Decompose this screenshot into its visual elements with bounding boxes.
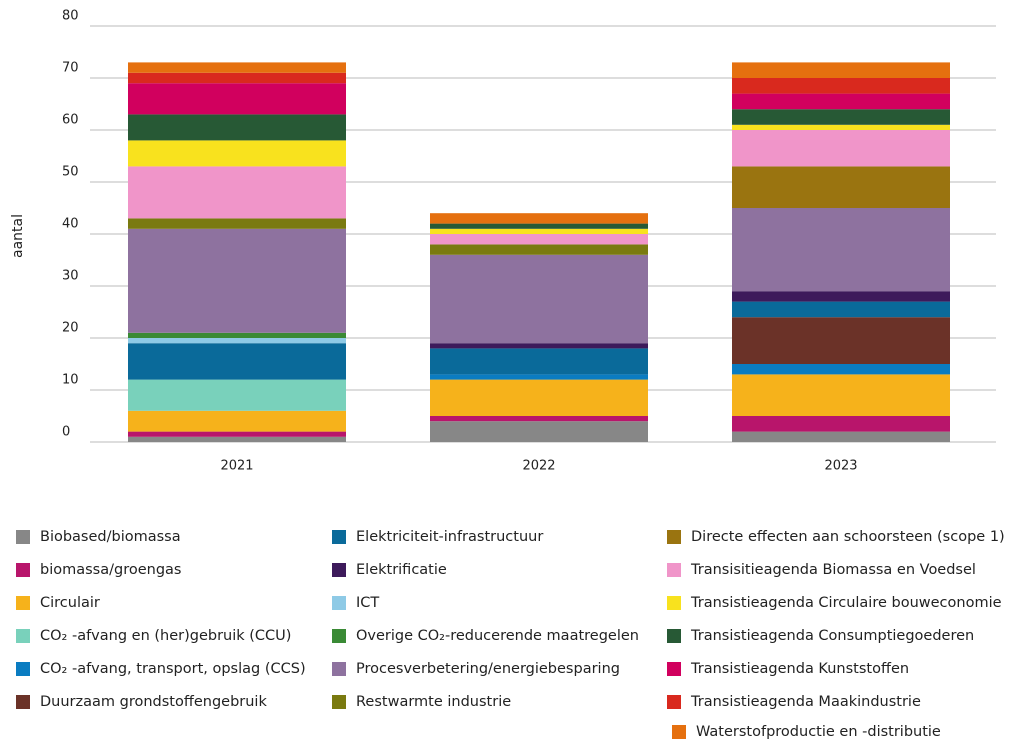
legend-swatch: [16, 695, 30, 709]
legend-label: Directe effecten aan schoorsteen (scope …: [691, 529, 1005, 545]
legend-label: ICT: [356, 595, 379, 611]
y-tick-label: 0: [62, 425, 70, 440]
bar-segment: [732, 431, 950, 442]
bar-segment: [732, 416, 950, 432]
x-tick-label: 2021: [220, 459, 253, 474]
y-tick-label: 20: [62, 321, 79, 336]
bar-segment: [128, 436, 346, 442]
y-axis-label: aantal: [10, 214, 26, 258]
legend-label: Restwarmte industrie: [356, 694, 511, 710]
bar-segment: [128, 410, 346, 432]
bar-segment: [128, 379, 346, 411]
legend-label: Transistieagenda Kunststoffen: [690, 661, 909, 677]
legend-label: Transisitieagenda Biomassa en Voedsel: [690, 562, 976, 578]
legend-swatch: [672, 725, 686, 739]
legend-label: Waterstofproductie en -distributie: [696, 724, 941, 740]
legend-label: CO₂ -afvang en (her)gebruik (CCU): [40, 628, 291, 644]
legend-swatch: [16, 662, 30, 676]
legend-swatch: [667, 530, 681, 544]
bar-segment: [128, 431, 346, 437]
bar-segment: [732, 130, 950, 167]
bar-segment: [128, 62, 346, 73]
bar-segment: [732, 93, 950, 110]
bar-segment: [128, 343, 346, 380]
legend-label: Transistieagenda Consumptiegoederen: [690, 628, 974, 644]
y-tick-label: 70: [62, 61, 79, 76]
legend-label: Duurzaam grondstoffengebruik: [40, 694, 267, 710]
bar-segment: [128, 166, 346, 219]
bar-segment: [128, 114, 346, 141]
bar-segment: [430, 348, 648, 375]
legend-label: Circulair: [40, 595, 100, 611]
bar-segment: [732, 109, 950, 125]
bar-segment: [430, 379, 648, 416]
legend-label: Elektrificatie: [356, 562, 447, 578]
bar-segment: [430, 374, 648, 380]
y-tick-label: 80: [62, 9, 79, 24]
bar-segment: [732, 62, 950, 78]
legend-swatch: [16, 530, 30, 544]
bar-segment: [128, 218, 346, 229]
legend-swatch: [667, 629, 681, 643]
legend-label: CO₂ -afvang, transport, opslag (CCS): [40, 661, 306, 677]
bar-segment: [430, 244, 648, 255]
bar-segment: [732, 301, 950, 318]
legend-swatch: [332, 530, 346, 544]
legend-swatch: [332, 629, 346, 643]
bar-segment: [430, 213, 648, 224]
bar-segment: [430, 228, 648, 234]
legend-swatch: [667, 596, 681, 610]
bar-segment: [732, 78, 950, 94]
legend-swatch: [16, 629, 30, 643]
legend-label: Elektriciteit-infrastructuur: [356, 529, 543, 545]
legend-label: Overige CO₂-reducerende maatregelen: [356, 628, 639, 644]
bar-segment: [732, 291, 950, 302]
legend-label: Transistieagenda Circulaire bouweconomie: [690, 595, 1002, 611]
legend-swatch: [667, 695, 681, 709]
y-tick-label: 30: [62, 269, 79, 284]
bar-segment: [732, 166, 950, 208]
bar-segment: [732, 374, 950, 416]
bar-segment: [430, 416, 648, 422]
bar-segment: [128, 332, 346, 338]
bar-segment: [430, 343, 648, 349]
bar-segment: [732, 124, 950, 130]
bar-segment: [430, 234, 648, 245]
legend-label: Procesverbetering/energiebesparing: [356, 661, 620, 677]
y-tick-label: 60: [62, 113, 79, 128]
legend-swatch: [667, 563, 681, 577]
legend-label: biomassa/groengas: [40, 562, 181, 578]
legend-label: Transistieagenda Maakindustrie: [690, 694, 921, 710]
legend-swatch: [667, 662, 681, 676]
bar-segment: [732, 317, 950, 364]
bar-segment: [128, 72, 346, 84]
legend-swatch: [332, 695, 346, 709]
legend-swatch: [332, 596, 346, 610]
bar-segment: [128, 228, 346, 333]
bar-segment: [430, 421, 648, 442]
legend-swatch: [332, 563, 346, 577]
bar-segment: [732, 208, 950, 292]
legend-swatch: [16, 563, 30, 577]
y-tick-label: 10: [62, 373, 79, 388]
y-tick-label: 50: [62, 165, 79, 180]
legend-label: Biobased/biomassa: [40, 529, 181, 545]
bar-segment: [732, 364, 950, 375]
bar-segment: [430, 223, 648, 229]
x-tick-label: 2023: [824, 459, 857, 474]
legend-swatch: [332, 662, 346, 676]
bar-segment: [128, 140, 346, 167]
bar-segment: [128, 338, 346, 344]
bar-segment: [430, 254, 648, 344]
y-tick-label: 40: [62, 217, 79, 232]
bar-segment: [128, 83, 346, 115]
x-tick-label: 2022: [522, 459, 555, 474]
legend-swatch: [16, 596, 30, 610]
